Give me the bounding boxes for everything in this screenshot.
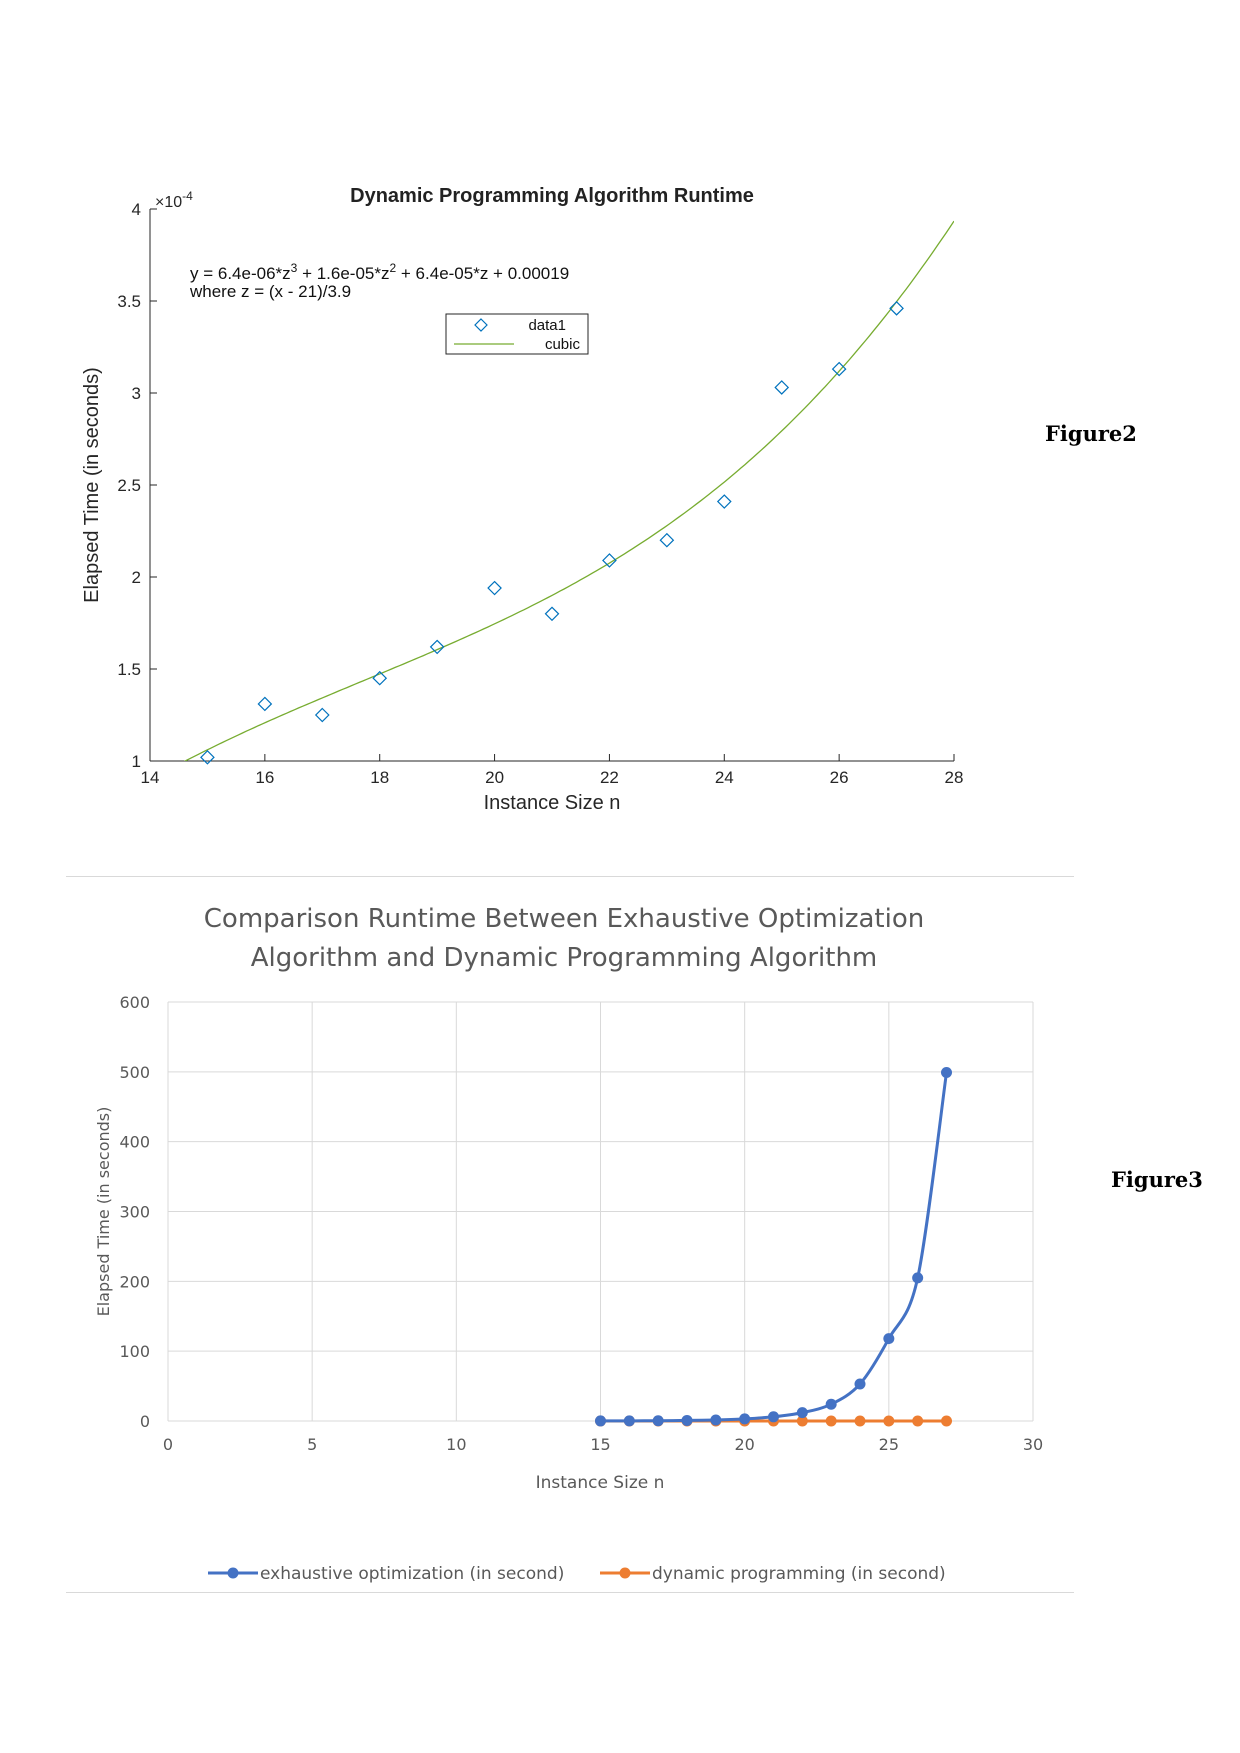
chart2-point-exhaustive [941, 1067, 952, 1079]
chart2-point-dynamic [854, 1415, 866, 1427]
chart1-data-point [889, 301, 904, 316]
chart1-data-point [602, 553, 617, 568]
chart2-point-exhaustive [681, 1414, 693, 1426]
chart2-point-exhaustive [912, 1272, 924, 1284]
chart1-equation-where: where z = (x - 21)/3.9 [189, 282, 351, 301]
figure2-label: Figure2 [1045, 421, 1137, 446]
chart2-x-tick-label: 15 [590, 1435, 610, 1454]
chart1-data-point [372, 670, 388, 686]
chart1-equation: y = 6.4e-06*z3 + 1.6e-05*z2 + 6.4e-05*z … [190, 261, 569, 283]
chart2-x-tick-label: 20 [734, 1435, 754, 1454]
chart1-data-point [544, 606, 560, 622]
chart2-legend-label-exhaustive: exhaustive optimization (in second) [260, 1564, 564, 1584]
chart2-point-dynamic [941, 1415, 952, 1427]
chart1-data-point [314, 707, 330, 723]
chart2-point-dynamic [825, 1415, 837, 1427]
chart1-data-point [659, 532, 675, 548]
chart2-y-tick-label: 100 [119, 1342, 150, 1361]
chart-runtime-comparison: Comparison Runtime Between Exhaustive Op… [94, 904, 1043, 1584]
chart1-y-tick-label: 4 [132, 200, 141, 219]
chart1-x-tick-label: 16 [255, 768, 274, 787]
chart2-y-tick-label: 200 [119, 1272, 150, 1291]
chart2-y-tick-label: 400 [119, 1133, 150, 1152]
chart1-x-tick-label: 22 [600, 768, 619, 787]
chart2-top-border [66, 876, 1074, 877]
chart1-legend-marker-data1 [474, 318, 488, 332]
chart2-y-tick-label: 0 [140, 1412, 150, 1431]
chart1-legend-label-cubic: cubic [545, 336, 581, 353]
chart1-y-tick-label: 3.5 [117, 292, 141, 311]
chart1-data-point [831, 361, 847, 377]
chart2-point-exhaustive [854, 1378, 866, 1390]
chart2-x-tick-label: 30 [1023, 1435, 1043, 1454]
chart1-y-tick-label: 2.5 [117, 476, 141, 495]
chart2-point-dynamic [883, 1415, 895, 1427]
chart1-y-axis-title: Elapsed Time (in seconds) [81, 367, 103, 603]
chart2-point-exhaustive [623, 1415, 635, 1427]
chart2-point-exhaustive [796, 1407, 808, 1419]
chart1-x-tick-label: 24 [715, 768, 734, 787]
chart2-point-exhaustive [768, 1411, 779, 1423]
chart1-y-tick-label: 2 [132, 568, 141, 587]
chart1-data-point [487, 580, 502, 596]
chart1-data-point [716, 494, 732, 509]
chart2-x-tick-label: 0 [163, 1435, 173, 1454]
chart1-legend-box [445, 313, 589, 355]
chart1-y-tick-label: 1 [132, 752, 141, 771]
chart1-title: Dynamic Programming Algorithm Runtime [350, 185, 754, 207]
chart1-y-tick-label: 3 [132, 384, 141, 403]
chart2-legend-marker-exhaustive [227, 1567, 239, 1579]
chart2-point-exhaustive [883, 1333, 895, 1345]
chart2-x-tick-label: 5 [307, 1435, 317, 1454]
chart1-x-tick-label: 18 [370, 768, 389, 787]
chart2-y-tick-label: 300 [119, 1203, 150, 1222]
chart2-y-tick-label: 500 [119, 1063, 150, 1082]
chart1-fit-line-cubic [183, 220, 954, 761]
chart1-exponent-label: ×10-4 [155, 189, 193, 211]
chart2-point-exhaustive [739, 1413, 751, 1425]
chart2-title-line: Algorithm and Dynamic Programming Algori… [251, 943, 878, 973]
chart1-y-tick-label: 1.5 [117, 660, 141, 679]
chart1-x-tick-label: 26 [830, 768, 849, 787]
chart2-y-axis-title: Elapsed Time (in seconds) [94, 1107, 113, 1317]
chart2-x-axis-title: Instance Size n [536, 1473, 665, 1493]
chart2-point-exhaustive [652, 1415, 664, 1427]
chart1-legend-label-data1: data1 [528, 317, 566, 334]
chart2-legend-label-dynamic: dynamic programming (in second) [652, 1564, 946, 1584]
chart2-point-dynamic [796, 1415, 808, 1427]
chart1-data-point [429, 639, 445, 655]
figure3-label: Figure3 [1111, 1167, 1203, 1192]
chart1-x-tick-label: 28 [945, 768, 964, 787]
chart2-x-tick-label: 25 [879, 1435, 899, 1454]
chart2-legend-marker-dynamic [619, 1567, 631, 1579]
chart2-point-exhaustive [825, 1398, 837, 1410]
chart1-x-axis-title: Instance Size n [484, 792, 621, 814]
chart1-data-point [774, 380, 790, 395]
chart2-x-tick-label: 10 [446, 1435, 466, 1454]
chart2-y-tick-label: 600 [119, 993, 150, 1012]
chart1-data-point [200, 749, 215, 765]
chart2-point-exhaustive [595, 1415, 606, 1427]
chart2-point-exhaustive [710, 1414, 722, 1426]
chart2-point-dynamic [912, 1415, 924, 1427]
chart1-x-tick-label: 20 [485, 768, 504, 787]
chart2-title-line: Comparison Runtime Between Exhaustive Op… [204, 904, 924, 934]
chart2-bottom-border [66, 1592, 1074, 1593]
chart1-data-point [257, 696, 273, 712]
chart2-series-line-exhaustive [599, 1071, 948, 1423]
chart1-x-tick-label: 14 [141, 768, 160, 787]
